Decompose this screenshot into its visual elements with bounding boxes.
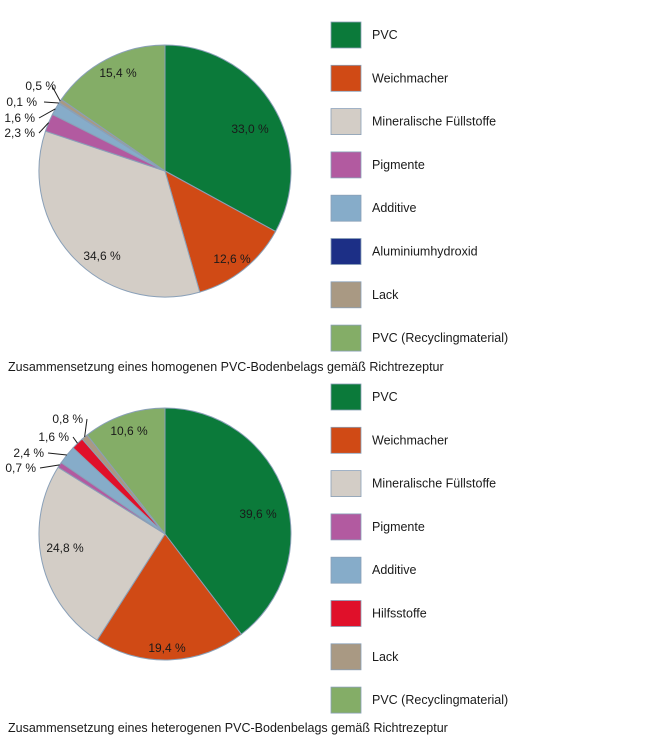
- legend-swatch-hilfsstoffe: [330, 600, 362, 627]
- legend-label-pvc: PVC: [372, 390, 398, 404]
- data-label-lack: 0,8 %: [52, 412, 83, 426]
- leader-line-additive: [47, 452, 67, 456]
- legend-label-weichmacher: Weichmacher: [372, 433, 448, 447]
- leader-line-aluminiumhydroxid: [43, 101, 59, 104]
- legend-swatch-pvc-recyclingmaterial: [330, 324, 362, 352]
- data-label-pvc-recyclingmaterial: 15,4 %: [99, 66, 137, 80]
- legend-label-lack: Lack: [372, 650, 399, 664]
- leader-line-hilfsstoffe: [72, 436, 78, 444]
- pie-slice-mineralische-füllstoffe: [38, 130, 201, 298]
- legend-label-hilfsstoffe: Hilfsstoffe: [372, 607, 427, 621]
- legend-label-weichmacher: Weichmacher: [372, 71, 448, 85]
- pie-slice-pvc-recyclingmaterial: [60, 44, 166, 172]
- chart-title-heterogen: Zusammensetzung eines heterogenen PVC-Bo…: [8, 721, 448, 735]
- legend-label-aluminiumhydroxid: Aluminiumhydroxid: [372, 245, 478, 259]
- data-label-pigmente: 2,3 %: [4, 126, 35, 140]
- legend-label-pvc-recyclingmaterial: PVC (Recyclingmaterial): [372, 331, 508, 345]
- data-label-pvc: 39,6 %: [239, 507, 277, 521]
- legend-swatch-pvc: [330, 21, 362, 49]
- pie-slice-mineralische-füllstoffe: [38, 466, 166, 641]
- legend-label-mineralische-füllstoffe: Mineralische Füllstoffe: [372, 477, 496, 491]
- legend-swatch-aluminiumhydroxid: [330, 238, 362, 265]
- leader-line-pigmente: [39, 464, 60, 469]
- leader-line-lack: [51, 85, 61, 102]
- pie-slice-pvc: [164, 44, 292, 233]
- legend-swatch-pvc: [330, 383, 362, 411]
- legend-label-pvc-recyclingmaterial: PVC (Recyclingmaterial): [372, 693, 508, 707]
- pie-slice-weichmacher: [164, 169, 277, 293]
- data-label-lack: 0,5 %: [25, 79, 56, 93]
- legend-swatch-mineralische-füllstoffe: [330, 108, 362, 135]
- leader-line-pigmente: [38, 122, 50, 134]
- pie-chart-homogen: 33,0 % 12,6 % 34,6 % 2,3 %1,6 % 0,1 % 0,5 % 15…: [4, 21, 508, 352]
- data-label-pigmente: 0,7 %: [5, 461, 36, 475]
- legend-swatch-lack: [330, 281, 362, 309]
- legend-swatch-weichmacher: [330, 64, 362, 92]
- data-label-aluminiumhydroxid: 0,1 %: [6, 95, 37, 109]
- legend-label-mineralische-füllstoffe: Mineralische Füllstoffe: [372, 115, 496, 129]
- data-label-mineralische-füllstoffe: 24,8 %: [46, 541, 84, 555]
- legend-label-pigmente: Pigmente: [372, 158, 425, 172]
- leader-line-lack: [84, 418, 88, 438]
- data-label-pvc-recyclingmaterial: 10,6 %: [110, 424, 148, 438]
- legend-label-lack: Lack: [372, 288, 399, 302]
- data-label-pvc: 33,0 %: [231, 122, 269, 136]
- legend-label-additive: Additive: [372, 563, 417, 577]
- legend-label-additive: Additive: [372, 201, 417, 215]
- legend-swatch-weichmacher: [330, 426, 362, 454]
- data-label-hilfsstoffe: 1,6 %: [38, 430, 69, 444]
- data-label-weichmacher: 19,4 %: [148, 641, 186, 655]
- legend-label-pigmente: Pigmente: [372, 520, 425, 534]
- data-label-mineralische-füllstoffe: 34,6 %: [83, 249, 121, 263]
- legend-swatch-pigmente: [330, 151, 362, 179]
- legend-swatch-pvc-recyclingmaterial: [330, 686, 362, 714]
- pie-slice-weichmacher: [96, 533, 243, 661]
- legend-swatch-pigmente: [330, 513, 362, 541]
- legend-swatch-mineralische-füllstoffe: [330, 470, 362, 498]
- legend-swatch-additive: [330, 556, 362, 584]
- legend-swatch-additive: [330, 194, 362, 222]
- data-label-additive: 1,6 %: [4, 111, 35, 125]
- chart-title-homogen: Zusammensetzung eines homogenen PVC-Bode…: [8, 360, 444, 374]
- legend-label-pvc: PVC: [372, 28, 398, 42]
- data-label-additive: 2,4 %: [13, 446, 44, 460]
- legend-swatch-lack: [330, 643, 362, 671]
- data-label-weichmacher: 12,6 %: [213, 252, 251, 266]
- pie-slice-pvc-recyclingmaterial: [86, 407, 166, 536]
- leader-line-additive: [38, 108, 56, 119]
- pie-slice-pvc: [164, 407, 292, 635]
- pie-chart-heterogen: 39,6 % 19,4 % 24,8 % 0,7 %2,4 % 1,6 % 0,8 % 10…: [5, 383, 508, 714]
